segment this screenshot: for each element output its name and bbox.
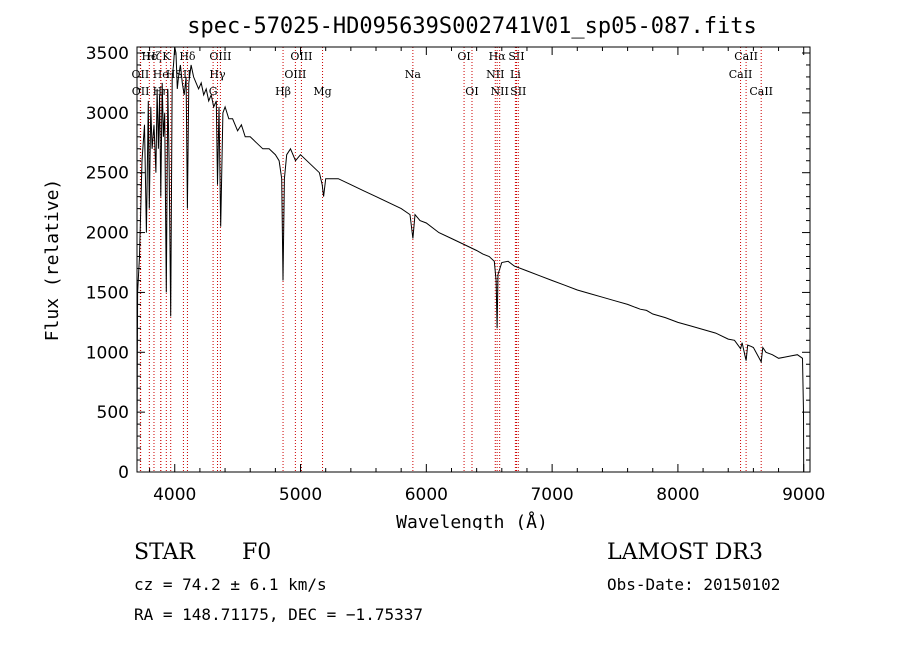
line-label: Hβ bbox=[275, 85, 291, 98]
line-label: Hα bbox=[489, 50, 507, 63]
line-label: OI bbox=[457, 50, 470, 63]
line-label: NII bbox=[486, 68, 504, 81]
line-label: Hγ bbox=[209, 68, 226, 81]
line-label: NII bbox=[491, 85, 509, 98]
line-label: G bbox=[209, 85, 218, 98]
line-label: Hϵ bbox=[141, 50, 157, 63]
x-tick-label: 5000 bbox=[279, 485, 322, 505]
line-label: OII bbox=[132, 85, 150, 98]
x-ticks: 4000 5000 6000 7000 8000 9000 bbox=[149, 47, 825, 505]
line-label: OIII bbox=[284, 68, 306, 81]
y-tick-label: 1000 bbox=[86, 343, 129, 363]
line-label: Hζ bbox=[146, 50, 162, 63]
y-tick-label: 0 bbox=[118, 463, 129, 483]
spectrum-chart: spec-57025-HD095639S002741V01_sp05-087.f… bbox=[42, 14, 825, 530]
x-tick-label: 7000 bbox=[530, 485, 573, 505]
y-tick-label: 2000 bbox=[86, 224, 129, 244]
line-label: Li bbox=[510, 68, 521, 81]
chart-title: spec-57025-HD095639S002741V01_sp05-087.f… bbox=[187, 14, 757, 39]
line-label: Na bbox=[405, 68, 422, 81]
object-class: STAR bbox=[134, 540, 195, 565]
line-label: H bbox=[166, 68, 176, 81]
y-tick-label: 500 bbox=[97, 403, 129, 423]
line-label: SII bbox=[508, 50, 524, 63]
obs-date: Obs-Date: 20150102 bbox=[607, 575, 781, 594]
plot-frame bbox=[136, 46, 811, 473]
y-tick-label: 2500 bbox=[86, 164, 129, 184]
line-label: CaII bbox=[749, 85, 773, 98]
line-label: Mg bbox=[313, 85, 331, 98]
x-tick-label: 9000 bbox=[782, 485, 825, 505]
x-tick-label: 4000 bbox=[153, 485, 196, 505]
y-tick-label: 3000 bbox=[86, 104, 129, 124]
spectrum-line bbox=[136, 46, 805, 473]
y-ticks: 0 500 1000 1500 2000 2500 3000 3500 bbox=[86, 44, 810, 483]
line-label: K bbox=[162, 50, 171, 63]
subclass: F0 bbox=[242, 540, 272, 565]
coordinates: RA = 148.71175, DEC = −1.75337 bbox=[134, 605, 423, 624]
cz-value: cz = 74.2 ± 6.1 km/s bbox=[134, 575, 327, 594]
y-tick-label: 3500 bbox=[86, 44, 129, 64]
line-label: CaII bbox=[734, 50, 758, 63]
line-label: OIII bbox=[209, 50, 231, 63]
x-tick-label: 8000 bbox=[656, 485, 699, 505]
line-label: OI bbox=[465, 85, 478, 98]
y-axis-label: Flux (relative) bbox=[42, 179, 63, 342]
y-tick-label: 1500 bbox=[86, 283, 129, 303]
line-label: OIII bbox=[290, 50, 312, 63]
line-label: Hδ bbox=[179, 50, 196, 63]
x-axis-label: Wavelength (Å) bbox=[396, 511, 548, 530]
line-label: CaII bbox=[729, 68, 753, 81]
x-tick-label: 6000 bbox=[405, 485, 448, 505]
survey-name: LAMOST DR3 bbox=[607, 540, 763, 565]
line-label: SII bbox=[510, 85, 526, 98]
